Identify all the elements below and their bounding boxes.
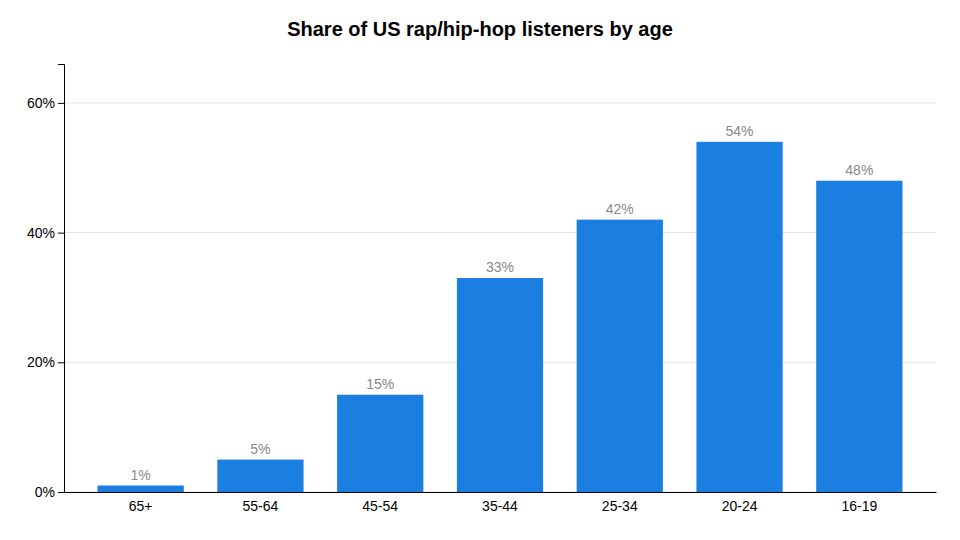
tick-mark xyxy=(58,492,64,493)
grid-line xyxy=(64,232,936,233)
tick: 16-19 xyxy=(841,498,877,514)
tick-mark xyxy=(58,362,64,363)
data-label: 1% xyxy=(131,467,151,483)
tick: 20% xyxy=(27,354,64,370)
bar xyxy=(337,395,423,492)
tick: 65+ xyxy=(129,498,153,514)
bars xyxy=(98,142,903,492)
bar xyxy=(577,220,663,492)
tick-label: 45-54 xyxy=(362,498,398,514)
tick: 60% xyxy=(27,95,64,111)
x-axis: 65+ 55-64 45-54 35-44 25-34 20-24 16-19 xyxy=(65,493,937,514)
axis-domain xyxy=(58,65,65,493)
bar xyxy=(696,142,782,492)
data-label: 5% xyxy=(250,441,270,457)
grid-line xyxy=(64,102,936,103)
bar xyxy=(816,181,902,492)
tick: 20-24 xyxy=(722,498,758,514)
tick-mark xyxy=(58,103,64,104)
tick-label: 25-34 xyxy=(602,498,638,514)
data-label: 54% xyxy=(726,123,754,139)
tick: 0% xyxy=(35,484,64,500)
tick-label: 55-64 xyxy=(243,498,279,514)
grid xyxy=(64,103,936,492)
chart-svg: 0% 20% 40% 60% 65+ 55-64 45-54 35-44 25-34 20-24 1… xyxy=(0,0,960,540)
tick: 45-54 xyxy=(362,498,398,514)
tick-label: 0% xyxy=(35,484,55,500)
title: Share of US rap/hip-hop listeners by age xyxy=(287,18,673,40)
tick-label: 40% xyxy=(27,225,55,241)
tick: 55-64 xyxy=(243,498,279,514)
tick-label: 65+ xyxy=(129,498,153,514)
tick-label: 20-24 xyxy=(722,498,758,514)
data-label: 48% xyxy=(845,162,873,178)
tick-label: 35-44 xyxy=(482,498,518,514)
tick: 35-44 xyxy=(482,498,518,514)
plot: 0% 20% 40% 60% 65+ 55-64 45-54 35-44 25-34 20-24 1… xyxy=(27,65,937,514)
y-axis: 0% 20% 40% 60% xyxy=(27,65,65,500)
data-label: 42% xyxy=(606,201,634,217)
data-label: 33% xyxy=(486,259,514,275)
tick: 25-34 xyxy=(602,498,638,514)
tick-label: 20% xyxy=(27,354,55,370)
bar xyxy=(98,486,184,492)
data-labels: 1% 5% 15% 33% 42% 54% 48% xyxy=(131,123,874,483)
tick-label: 16-19 xyxy=(841,498,877,514)
tick: 40% xyxy=(27,225,64,241)
tick-mark xyxy=(58,233,64,234)
data-label: 15% xyxy=(366,376,394,392)
bar xyxy=(457,278,543,492)
chart-container: 0% 20% 40% 60% 65+ 55-64 45-54 35-44 25-34 20-24 1… xyxy=(0,0,960,540)
bar xyxy=(217,460,303,492)
tick-label: 60% xyxy=(27,95,55,111)
axis-domain xyxy=(65,492,937,493)
